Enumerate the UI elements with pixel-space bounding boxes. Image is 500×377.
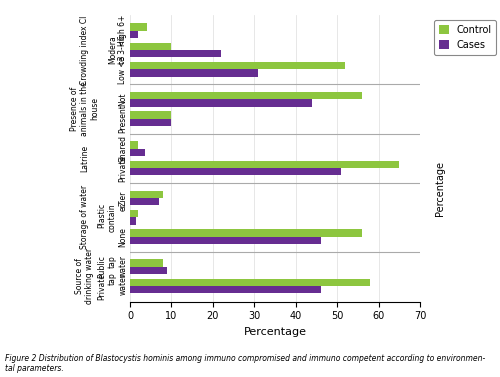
Text: Percentage: Percentage	[435, 161, 445, 216]
Bar	[130, 229, 362, 237]
Bar	[130, 99, 312, 107]
Text: Storage of water: Storage of water	[80, 185, 89, 250]
Bar	[130, 218, 136, 225]
Text: Figure 2 Distribution of Blastocystis hominis among immuno compromised and immun: Figure 2 Distribution of Blastocystis ho…	[5, 354, 485, 373]
Bar	[130, 259, 163, 267]
Bar	[130, 237, 320, 244]
Bar	[130, 279, 370, 286]
Bar	[130, 92, 362, 99]
Text: Source of
drinking water: Source of drinking water	[74, 248, 94, 305]
Bar	[130, 149, 144, 156]
Bar	[130, 43, 172, 50]
Bar	[130, 50, 221, 57]
Text: Crowding index CI: Crowding index CI	[80, 15, 89, 84]
Bar	[130, 161, 400, 168]
Bar	[130, 62, 346, 69]
Bar	[130, 23, 146, 31]
X-axis label: Percentage: Percentage	[244, 327, 306, 337]
Text: Latrine: Latrine	[80, 145, 89, 172]
Bar	[130, 119, 172, 126]
Bar	[130, 141, 138, 149]
Bar	[130, 267, 168, 274]
Text: Presence of
animals in the
house: Presence of animals in the house	[70, 81, 100, 136]
Bar	[130, 168, 342, 175]
Bar	[130, 69, 258, 77]
Bar	[130, 191, 163, 198]
Bar	[130, 210, 138, 218]
Bar	[130, 31, 138, 38]
Legend: Control, Cases: Control, Cases	[434, 20, 496, 55]
Bar	[130, 286, 320, 293]
Bar	[130, 198, 159, 205]
Bar	[130, 111, 172, 119]
